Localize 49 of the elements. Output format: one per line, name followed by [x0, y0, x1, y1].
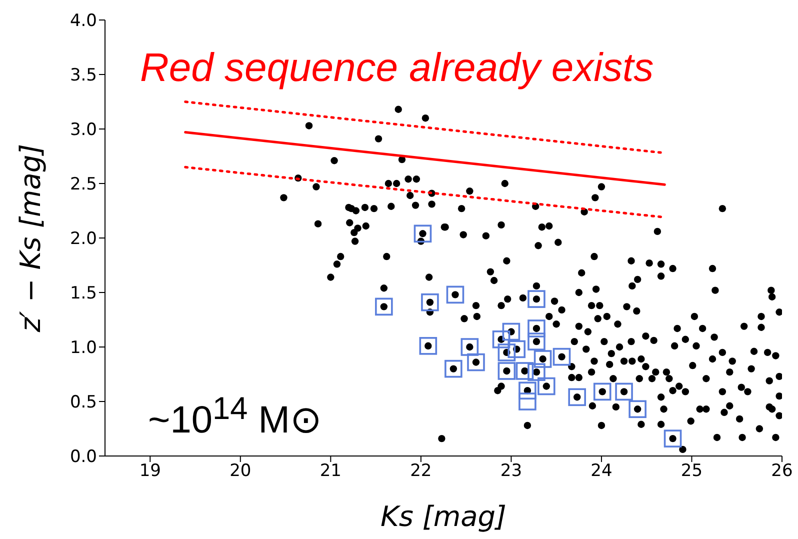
annotation: ~10$^{14}$ M⊙	[148, 390, 322, 442]
point	[528, 320, 546, 338]
point	[516, 362, 534, 380]
y-tick-label: 4.0	[70, 11, 97, 32]
y-tick-label: 2.0	[70, 229, 97, 250]
x-tick-label: 23	[500, 461, 522, 482]
point	[518, 392, 536, 410]
point	[552, 348, 571, 366]
y-tick-label: 1.5	[70, 284, 97, 304]
x-tick-label: 19	[139, 461, 161, 482]
point	[421, 293, 439, 312]
point	[460, 338, 479, 356]
point	[615, 382, 633, 401]
point	[538, 377, 556, 396]
point	[446, 286, 464, 304]
point	[528, 332, 546, 350]
x-tick-label: 24	[590, 461, 612, 482]
point	[628, 400, 646, 418]
y-tick-label: 3.5	[70, 66, 97, 86]
x-tick-label: 22	[410, 461, 432, 482]
x-tick-label: 20	[230, 461, 252, 482]
point	[534, 350, 552, 368]
y-tick-label: 0.0	[70, 447, 97, 468]
point	[492, 330, 510, 348]
point	[502, 322, 520, 341]
point	[518, 382, 536, 400]
point	[375, 298, 393, 316]
y-tick-label: 2.5	[70, 174, 97, 195]
y-tick-label: 3.0	[70, 120, 97, 140]
y-tick-label: 1.0	[70, 338, 97, 358]
point	[593, 382, 612, 401]
point	[568, 388, 586, 406]
point	[508, 340, 526, 358]
point	[414, 224, 432, 243]
point	[444, 360, 462, 378]
point	[528, 290, 546, 308]
point	[419, 337, 438, 355]
point	[664, 430, 682, 448]
annotation: Red sequence already exists	[140, 46, 654, 90]
x-axis-title: Ks [mag]	[380, 500, 506, 533]
y-tick-label: 0.5	[70, 392, 97, 413]
point	[498, 362, 516, 380]
point	[528, 363, 546, 381]
point	[498, 344, 516, 362]
x-tick-label: 26	[771, 461, 793, 482]
x-tick-label: 25	[680, 461, 703, 482]
x-tick-label: 21	[320, 461, 342, 482]
point	[467, 353, 485, 372]
y-axis-title: z′ − Ks [mag]	[14, 144, 47, 334]
